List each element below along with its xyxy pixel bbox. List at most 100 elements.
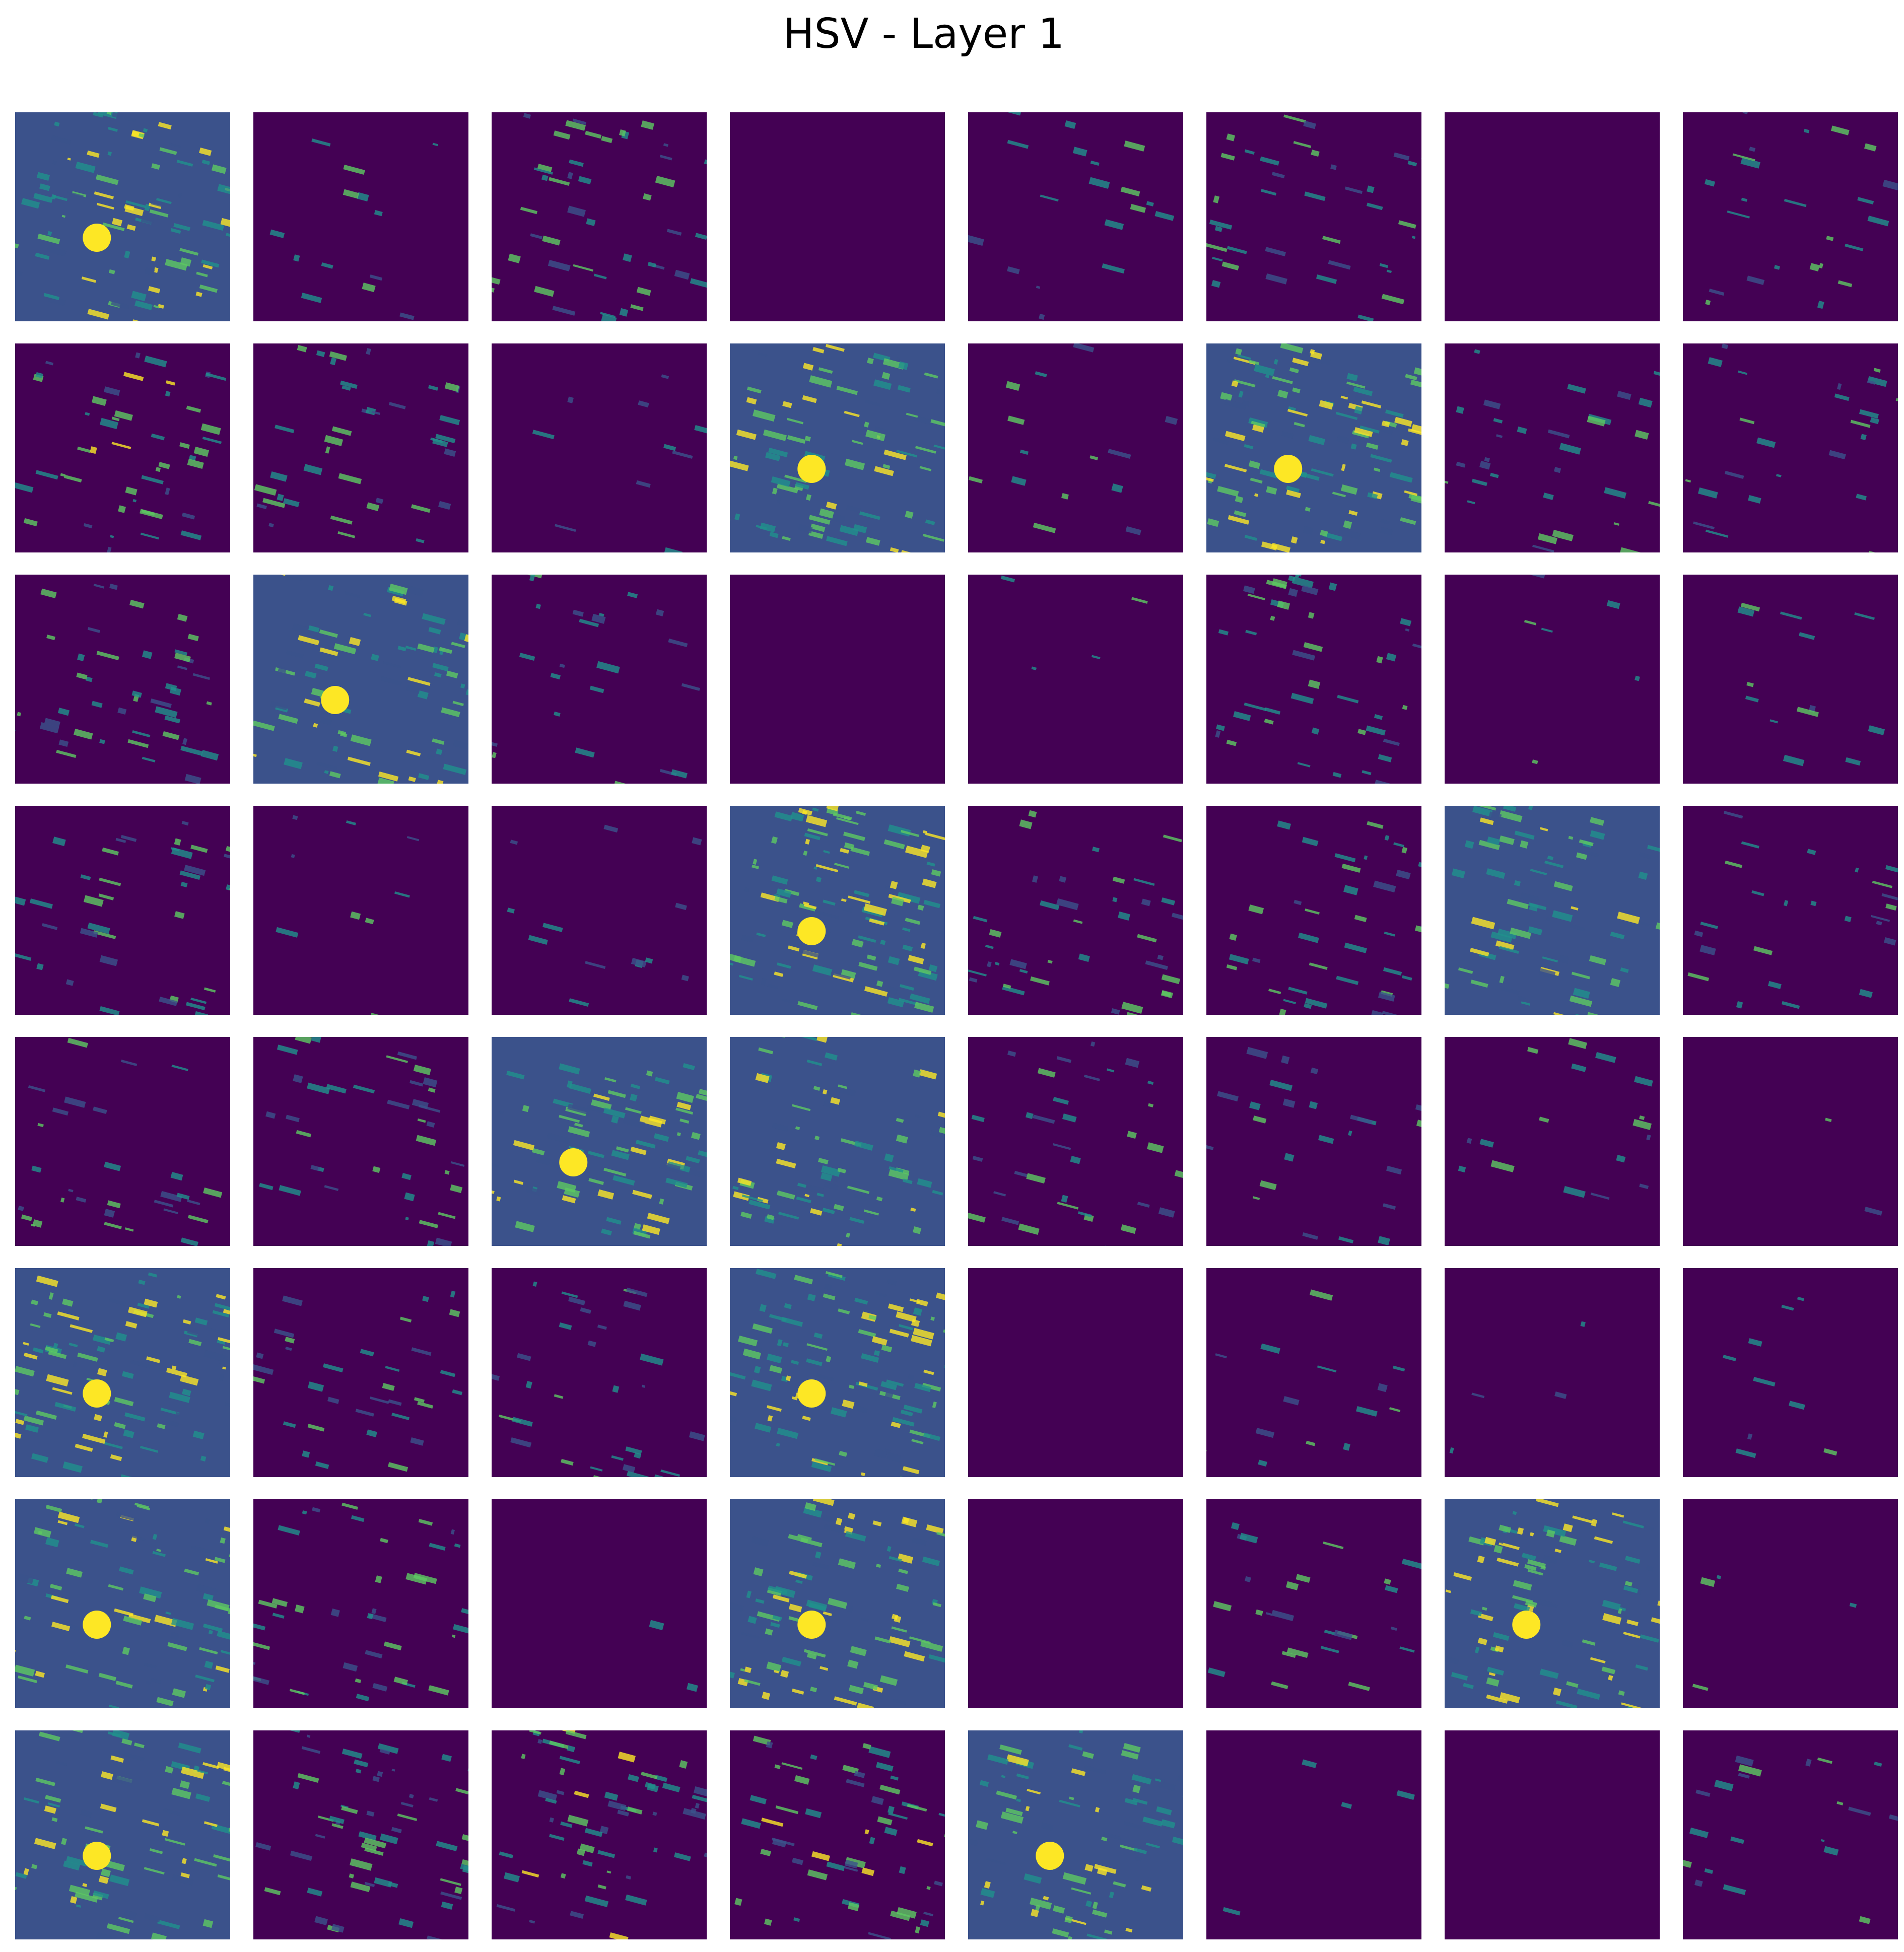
feature-map-image — [730, 806, 945, 1015]
feature-map-tile — [968, 1268, 1183, 1477]
feature-map-image — [968, 1499, 1183, 1708]
feature-map-tile — [968, 1037, 1183, 1246]
feature-map-image — [1445, 112, 1660, 321]
feature-map-tile — [15, 1037, 230, 1246]
feature-map-image — [968, 112, 1183, 321]
feature-map-tile — [1206, 112, 1421, 321]
feature-map-tile — [492, 1499, 707, 1708]
feature-map-tile — [15, 575, 230, 784]
feature-map-image — [15, 1499, 230, 1708]
feature-map-tile — [15, 1730, 230, 1939]
feature-map-tile — [253, 112, 468, 321]
feature-map-image — [730, 1037, 945, 1246]
feature-map-image — [492, 1037, 707, 1246]
feature-map-tile — [1683, 1268, 1898, 1477]
feature-map-tile — [968, 1499, 1183, 1708]
feature-map-tile — [492, 1730, 707, 1939]
feature-map-tile — [730, 575, 945, 784]
feature-map-tile — [1206, 1499, 1421, 1708]
feature-map-image — [1683, 1499, 1898, 1708]
feature-map-image — [1683, 806, 1898, 1015]
feature-map-image — [15, 112, 230, 321]
feature-map-tile — [1206, 806, 1421, 1015]
feature-map-image — [1445, 1730, 1660, 1939]
feature-map-tile — [1683, 575, 1898, 784]
feature-map-image — [730, 1499, 945, 1708]
feature-map-image — [1683, 575, 1898, 784]
feature-map-image — [492, 1730, 707, 1939]
feature-map-tile — [253, 1499, 468, 1708]
feature-map-image — [1683, 1037, 1898, 1246]
feature-map-tile — [253, 1037, 468, 1246]
feature-map-tile — [730, 806, 945, 1015]
feature-map-tile — [1445, 112, 1660, 321]
feature-map-image — [968, 1730, 1183, 1939]
feature-map-tile — [1206, 1730, 1421, 1939]
feature-map-tile — [15, 1499, 230, 1708]
feature-map-tile — [730, 1499, 945, 1708]
feature-map-tile — [1445, 1268, 1660, 1477]
feature-map-image — [1445, 1268, 1660, 1477]
feature-map-tile — [730, 112, 945, 321]
feature-map-tile — [15, 1268, 230, 1477]
feature-map-image — [1206, 343, 1421, 552]
feature-map-image — [492, 1499, 707, 1708]
feature-map-tile — [253, 806, 468, 1015]
feature-map-image — [492, 1268, 707, 1477]
feature-map-tile — [492, 112, 707, 321]
feature-map-image — [253, 1037, 468, 1246]
feature-map-tile — [492, 1037, 707, 1246]
feature-map-image — [968, 343, 1183, 552]
feature-map-tile — [492, 1268, 707, 1477]
feature-map-tile — [253, 1268, 468, 1477]
feature-map-tile — [968, 343, 1183, 552]
feature-map-image — [1206, 1730, 1421, 1939]
feature-map-tile — [1445, 1730, 1660, 1939]
feature-map-image — [1683, 1268, 1898, 1477]
feature-map-tile — [1445, 1499, 1660, 1708]
feature-map-tile — [1683, 343, 1898, 552]
feature-map-image — [15, 1730, 230, 1939]
feature-map-tile — [492, 343, 707, 552]
feature-map-tile — [1206, 1037, 1421, 1246]
feature-map-image — [15, 1268, 230, 1477]
feature-map-image — [1683, 1730, 1898, 1939]
feature-map-grid — [15, 112, 1898, 1943]
feature-map-tile — [730, 1268, 945, 1477]
feature-map-image — [1683, 112, 1898, 321]
feature-map-image — [253, 1268, 468, 1477]
feature-map-image — [15, 806, 230, 1015]
feature-map-image — [1206, 575, 1421, 784]
feature-map-tile — [15, 112, 230, 321]
feature-map-image — [253, 1730, 468, 1939]
feature-map-tile — [730, 343, 945, 552]
feature-map-image — [730, 575, 945, 784]
feature-map-image — [253, 575, 468, 784]
feature-map-image — [492, 806, 707, 1015]
feature-map-tile — [968, 1730, 1183, 1939]
feature-map-image — [968, 1268, 1183, 1477]
feature-map-tile — [253, 343, 468, 552]
feature-map-tile — [15, 343, 230, 552]
feature-map-tile — [15, 806, 230, 1015]
feature-map-image — [1445, 806, 1660, 1015]
feature-map-image — [730, 1730, 945, 1939]
feature-map-image — [1206, 1037, 1421, 1246]
feature-map-image — [492, 575, 707, 784]
feature-map-tile — [1445, 1037, 1660, 1246]
feature-map-tile — [1683, 806, 1898, 1015]
feature-map-tile — [253, 1730, 468, 1939]
feature-map-image — [492, 343, 707, 552]
feature-map-image — [1206, 112, 1421, 321]
feature-map-tile — [253, 575, 468, 784]
feature-map-tile — [1206, 343, 1421, 552]
feature-map-tile — [968, 575, 1183, 784]
feature-map-image — [253, 1499, 468, 1708]
feature-map-tile — [1206, 575, 1421, 784]
feature-map-tile — [492, 575, 707, 784]
feature-map-tile — [492, 806, 707, 1015]
feature-map-tile — [1683, 1037, 1898, 1246]
feature-map-image — [730, 1268, 945, 1477]
feature-map-tile — [968, 806, 1183, 1015]
feature-map-image — [253, 343, 468, 552]
